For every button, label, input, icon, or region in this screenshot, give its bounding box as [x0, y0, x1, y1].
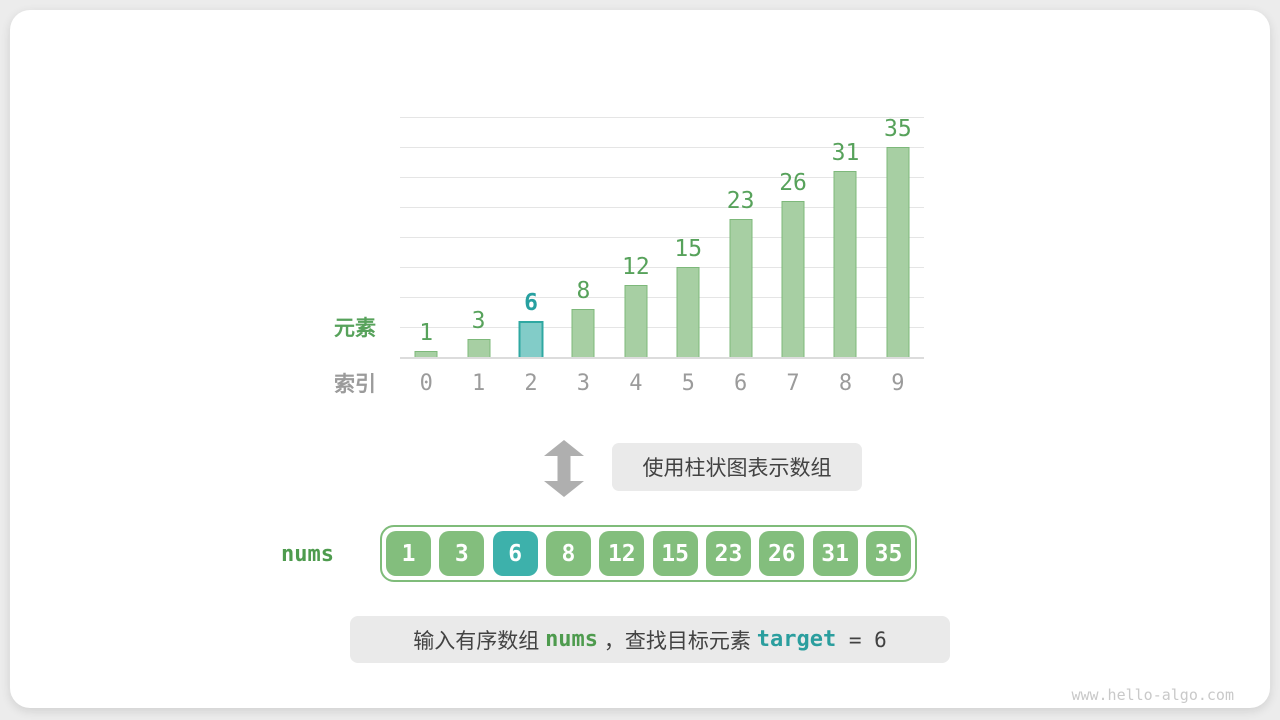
bar-slots: 1 3 6 8 12 15 23 26 31 35	[400, 117, 924, 357]
bar-value-label: 3	[471, 308, 486, 334]
watermark: www.hello-algo.com	[1071, 686, 1234, 704]
description-segment: target	[756, 627, 837, 652]
bar	[414, 351, 438, 357]
gridline	[400, 327, 924, 328]
array-cell: 23	[705, 531, 751, 576]
chart-slot: 1	[400, 117, 452, 357]
array-cell: 1	[386, 531, 431, 576]
array-cell: 35	[865, 531, 911, 576]
bar	[833, 171, 857, 357]
chart-slot: 35	[872, 117, 924, 357]
array-container: 1 3 6 8 12 15 23 26 31 35	[380, 525, 917, 582]
bar	[781, 201, 805, 357]
double-arrow-icon	[543, 440, 585, 497]
gridline	[400, 237, 924, 238]
index-tick-label: 2	[524, 371, 538, 396]
array-cell: 15	[652, 531, 698, 576]
bar	[886, 147, 910, 357]
index-tick-label: 7	[786, 371, 800, 396]
index-tick-label: 3	[576, 371, 591, 396]
x-axis-label: 索引	[334, 373, 376, 396]
chart-slot: 12	[610, 117, 662, 357]
gridline	[400, 297, 924, 298]
chart-slot: 8	[557, 117, 609, 357]
bar-value-label: 26	[779, 170, 807, 196]
array-cell-highlighted: 6	[492, 531, 538, 576]
index-row: 0 1 2 3 4 5 6 7 8 9	[400, 370, 924, 398]
description-segment: ，查找目标元素	[598, 629, 757, 653]
transform-caption: 使用柱状图表示数组	[612, 443, 862, 491]
bar-highlighted	[518, 321, 544, 357]
bar	[729, 219, 753, 357]
array-cell: 26	[759, 531, 805, 576]
bar-value-label-highlighted: 6	[524, 290, 538, 316]
chart-slot: 6	[505, 117, 557, 357]
gridline	[400, 147, 924, 148]
bar-value-label: 31	[831, 140, 860, 166]
array-cell: 8	[545, 531, 591, 576]
array-cell: 3	[439, 531, 485, 576]
y-axis-label: 元素	[334, 317, 376, 340]
bar-value-label: 15	[674, 236, 703, 262]
bar	[467, 339, 491, 357]
array-name-label: nums	[281, 542, 334, 567]
array-cell: 31	[812, 531, 858, 576]
bar-value-label: 1	[419, 320, 434, 346]
description-segment: 输入有序数组	[413, 629, 546, 653]
gridline	[400, 177, 924, 178]
index-tick-label: 9	[891, 371, 905, 396]
gridline	[400, 267, 924, 268]
index-tick-label: 1	[471, 371, 486, 396]
index-tick-label: 8	[838, 371, 853, 396]
bar-value-label: 12	[621, 254, 650, 280]
chart-slot: 26	[767, 117, 819, 357]
bar-value-label: 23	[726, 188, 755, 214]
index-tick-label: 6	[734, 371, 748, 396]
bar-value-label: 35	[884, 116, 912, 142]
description-box: 输入有序数组 nums ，查找目标元素 target = 6	[350, 616, 950, 663]
gridline	[400, 117, 924, 118]
bar	[571, 309, 595, 357]
index-tick-label: 4	[629, 371, 643, 396]
chart-slot: 23	[714, 117, 766, 357]
index-tick-label: 0	[419, 371, 433, 396]
bar-chart: 1 3 6 8 12 15 23 26 31 35	[400, 117, 924, 359]
bar-value-label: 8	[576, 278, 591, 304]
index-tick-label: 5	[681, 371, 695, 396]
description-segment: nums	[545, 627, 599, 652]
array-cell: 12	[599, 531, 645, 576]
gridline	[400, 207, 924, 208]
bar	[624, 285, 648, 357]
chart-slot: 31	[819, 117, 871, 357]
bar	[676, 267, 700, 357]
description-segment: = 6	[836, 627, 887, 652]
chart-slot: 3	[452, 117, 504, 357]
chart-slot: 15	[662, 117, 714, 357]
